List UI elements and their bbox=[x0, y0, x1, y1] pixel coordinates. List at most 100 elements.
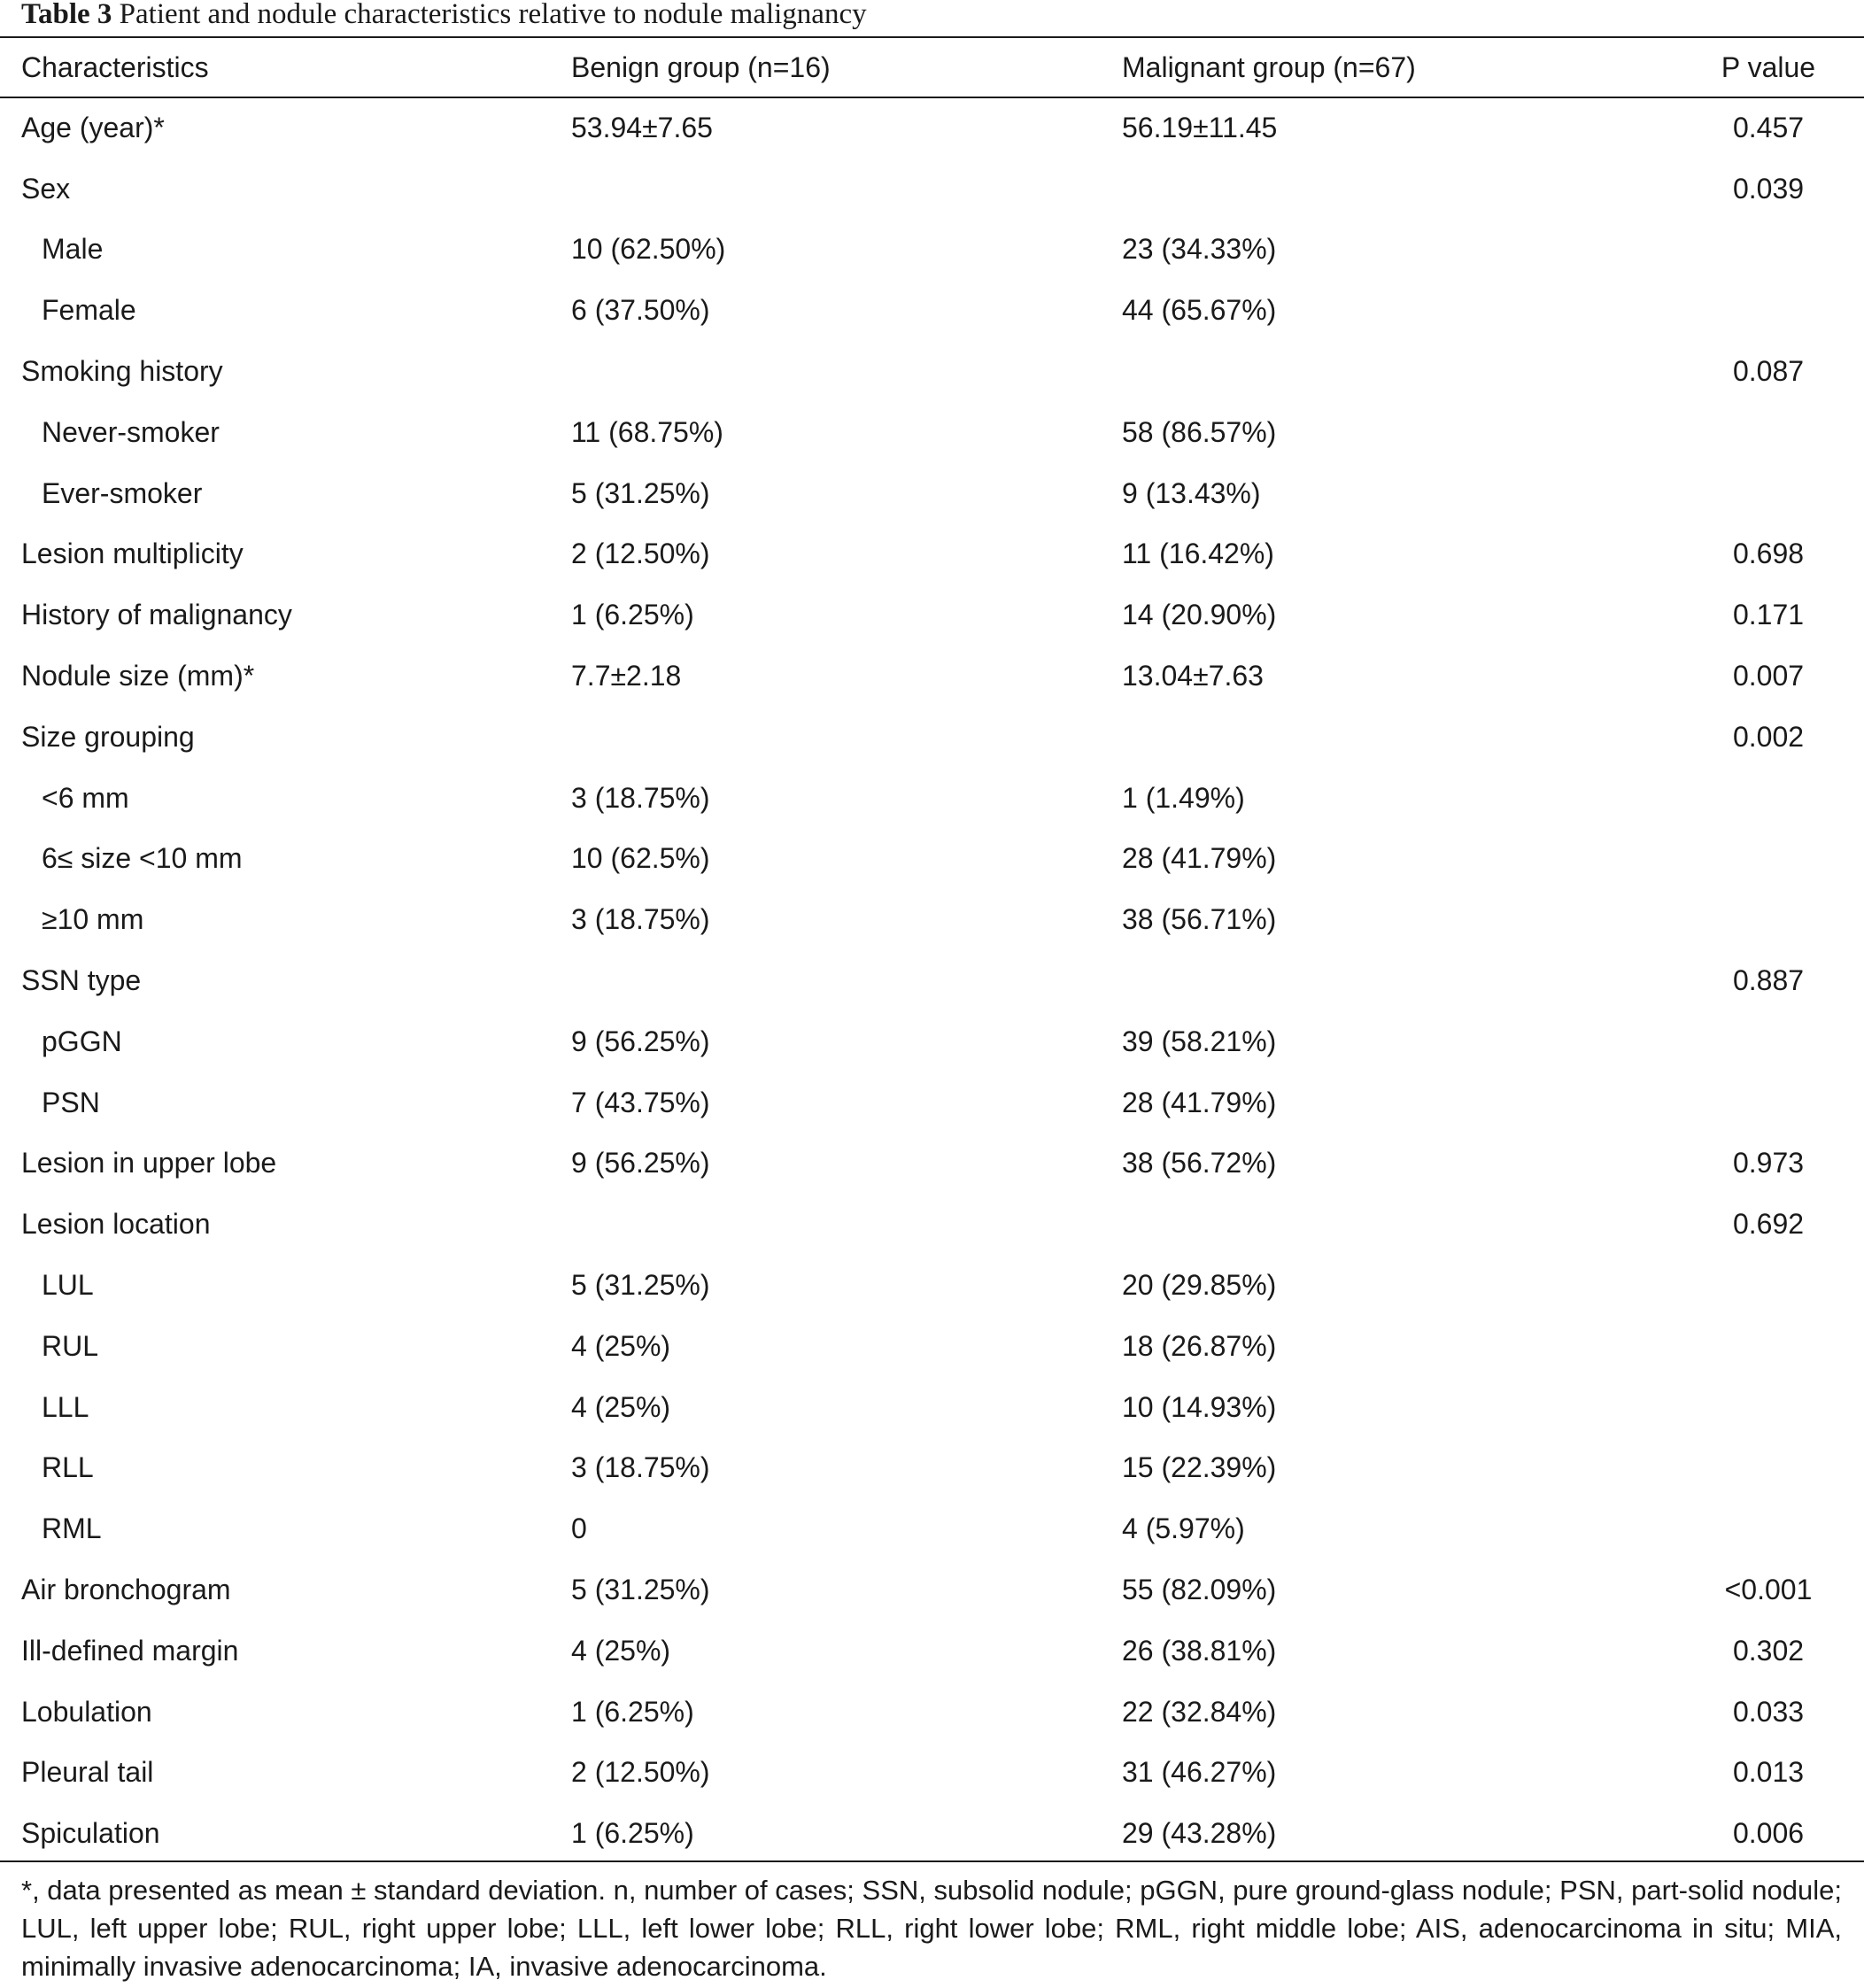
characteristics-table: Characteristics Benign group (n=16) Mali… bbox=[0, 37, 1864, 1864]
header-characteristics: Characteristics bbox=[21, 50, 209, 83]
table-row: Lesion multiplicity 2 (12.50%) 11 (16.42%)… bbox=[0, 524, 1864, 585]
cell-benign: 5 (31.25%) bbox=[571, 476, 710, 509]
table-row: History of malignancy 1 (6.25%) 14 (20.90%… bbox=[0, 584, 1864, 646]
cell-malignant: 39 (58.21%) bbox=[1122, 1025, 1277, 1057]
cell-malignant: 31 (46.27%) bbox=[1122, 1756, 1277, 1789]
cell-malignant bbox=[1122, 950, 1706, 1011]
cell-characteristic: Age (year)* bbox=[21, 111, 165, 143]
cell-benign: 2 (12.50%) bbox=[571, 1756, 710, 1789]
cell-malignant: 23 (34.33%) bbox=[1122, 233, 1277, 266]
cell-benign: 3 (18.75%) bbox=[571, 903, 710, 936]
table-row: RML 0 4 (5.97%) bbox=[0, 1498, 1864, 1559]
cell-malignant: 58 (86.57%) bbox=[1122, 415, 1277, 448]
cell-benign: 2 (12.50%) bbox=[571, 538, 710, 570]
table-row: Never-smoker 11 (68.75%) 58 (86.57%) bbox=[0, 402, 1864, 463]
table-bottom-rule bbox=[0, 1860, 1864, 1862]
cell-benign bbox=[571, 159, 1122, 220]
cell-benign bbox=[571, 707, 1122, 768]
cell-p-value bbox=[1706, 402, 1864, 463]
cell-p-value: 0.039 bbox=[1732, 172, 1805, 205]
cell-benign: 53.94±7.65 bbox=[571, 111, 713, 143]
table-row: RLL 3 (18.75%) 15 (22.39%) bbox=[0, 1438, 1864, 1499]
cell-characteristic: Female bbox=[42, 294, 136, 327]
cell-characteristic: RLL bbox=[42, 1451, 94, 1484]
header-p-value: P value bbox=[1721, 50, 1816, 83]
table-row: SSN type 0.887 bbox=[0, 950, 1864, 1011]
cell-p-value bbox=[1706, 768, 1864, 829]
table-row: Male 10 (62.50%) 23 (34.33%) bbox=[0, 220, 1864, 281]
cell-p-value: 0.006 bbox=[1732, 1817, 1805, 1850]
cell-characteristic: Pleural tail bbox=[21, 1756, 154, 1789]
cell-malignant: 18 (26.87%) bbox=[1122, 1329, 1277, 1362]
cell-benign: 10 (62.5%) bbox=[571, 842, 710, 875]
cell-malignant: 26 (38.81%) bbox=[1122, 1634, 1277, 1667]
cell-benign: 5 (31.25%) bbox=[571, 1269, 710, 1302]
cell-characteristic: Air bronchogram bbox=[21, 1574, 231, 1606]
cell-benign: 1 (6.25%) bbox=[571, 599, 694, 631]
cell-characteristic: Ever-smoker bbox=[42, 476, 203, 509]
cell-characteristic: <6 mm bbox=[42, 781, 129, 814]
table-row: Lesion location 0.692 bbox=[0, 1194, 1864, 1255]
cell-benign bbox=[571, 341, 1122, 402]
cell-benign: 0 bbox=[571, 1512, 587, 1545]
cell-p-value bbox=[1706, 1498, 1864, 1559]
cell-characteristic: PSN bbox=[42, 1086, 100, 1118]
cell-p-value: 0.087 bbox=[1732, 355, 1805, 388]
table-caption-label: Table 3 bbox=[21, 0, 112, 30]
cell-benign: 7.7±2.18 bbox=[571, 660, 682, 692]
cell-benign: 11 (68.75%) bbox=[571, 415, 723, 448]
cell-malignant bbox=[1122, 159, 1706, 220]
cell-benign: 3 (18.75%) bbox=[571, 781, 710, 814]
table-footnote: *, data presented as mean ± standard dev… bbox=[21, 1875, 1842, 1982]
table-row: LLL 4 (25%) 10 (14.93%) bbox=[0, 1377, 1864, 1438]
table-row: Female 6 (37.50%) 44 (65.67%) bbox=[0, 280, 1864, 341]
cell-characteristic: 6≤ size <10 mm bbox=[42, 842, 243, 875]
cell-characteristic: LLL bbox=[42, 1390, 89, 1423]
cell-characteristic: History of malignancy bbox=[21, 599, 292, 631]
cell-characteristic: Never-smoker bbox=[42, 415, 220, 448]
table-body: Age (year)* 53.94±7.65 56.19±11.45 0.457 Sex… bbox=[0, 97, 1864, 1864]
cell-malignant: 56.19±11.45 bbox=[1122, 111, 1278, 143]
table-header-rule bbox=[0, 97, 1864, 98]
table-row: LUL 5 (31.25%) 20 (29.85%) bbox=[0, 1255, 1864, 1316]
table-row: ≥10 mm 3 (18.75%) 38 (56.71%) bbox=[0, 889, 1864, 950]
cell-characteristic: Size grouping bbox=[21, 720, 195, 753]
cell-characteristic: Lesion in upper lobe bbox=[21, 1147, 277, 1180]
cell-benign: 4 (25%) bbox=[571, 1390, 671, 1423]
cell-characteristic: RUL bbox=[42, 1329, 99, 1362]
table-row: Size grouping 0.002 bbox=[0, 707, 1864, 768]
cell-p-value: 0.698 bbox=[1732, 538, 1805, 570]
cell-p-value: 0.171 bbox=[1732, 599, 1805, 631]
cell-p-value bbox=[1706, 1316, 1864, 1377]
table-row: Nodule size (mm)* 7.7±2.18 13.04±7.63 0.007 bbox=[0, 646, 1864, 707]
cell-characteristic: Lobulation bbox=[21, 1695, 152, 1728]
cell-p-value: 0.457 bbox=[1732, 111, 1805, 143]
table-row: Ever-smoker 5 (31.25%) 9 (13.43%) bbox=[0, 463, 1864, 524]
cell-malignant: 44 (65.67%) bbox=[1122, 294, 1277, 327]
table-caption: Table 3 Patient and nodule characteristi… bbox=[21, 0, 867, 34]
cell-malignant: 15 (22.39%) bbox=[1122, 1451, 1277, 1484]
table-row: <6 mm 3 (18.75%) 1 (1.49%) bbox=[0, 768, 1864, 829]
cell-malignant: 22 (32.84%) bbox=[1122, 1695, 1277, 1728]
cell-benign: 4 (25%) bbox=[571, 1634, 671, 1667]
table-row: RUL 4 (25%) 18 (26.87%) bbox=[0, 1316, 1864, 1377]
table-row: Sex 0.039 bbox=[0, 159, 1864, 220]
cell-malignant: 1 (1.49%) bbox=[1122, 781, 1245, 814]
cell-p-value: 0.973 bbox=[1732, 1147, 1805, 1180]
cell-p-value bbox=[1706, 280, 1864, 341]
cell-benign: 3 (18.75%) bbox=[571, 1451, 710, 1484]
table-row: 6≤ size <10 mm 10 (62.5%) 28 (41.79%) bbox=[0, 829, 1864, 890]
cell-p-value: 0.013 bbox=[1732, 1756, 1805, 1789]
cell-benign: 6 (37.50%) bbox=[571, 294, 710, 327]
cell-p-value: <0.001 bbox=[1724, 1574, 1813, 1606]
cell-benign: 9 (56.25%) bbox=[571, 1147, 710, 1180]
cell-malignant: 28 (41.79%) bbox=[1122, 842, 1277, 875]
cell-p-value bbox=[1706, 1072, 1864, 1133]
cell-malignant: 11 (16.42%) bbox=[1122, 538, 1274, 570]
table-row: Spiculation 1 (6.25%) 29 (43.28%) 0.006 bbox=[0, 1803, 1864, 1864]
cell-benign: 1 (6.25%) bbox=[571, 1817, 694, 1850]
table-row: PSN 7 (43.75%) 28 (41.79%) bbox=[0, 1072, 1864, 1133]
cell-benign: 10 (62.50%) bbox=[571, 233, 726, 266]
cell-malignant: 38 (56.72%) bbox=[1122, 1147, 1277, 1180]
cell-malignant: 14 (20.90%) bbox=[1122, 599, 1277, 631]
